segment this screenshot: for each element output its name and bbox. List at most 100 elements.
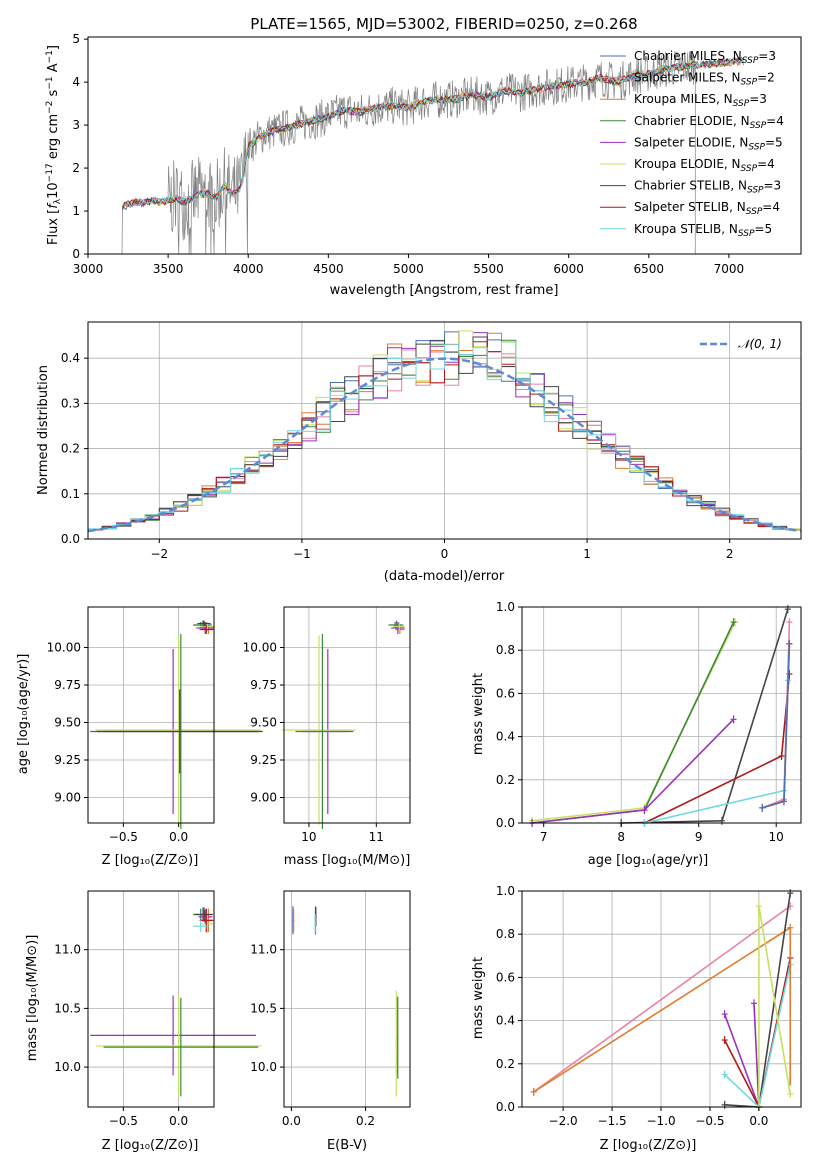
legend-label: Kroupa MILES, NSSP=3 <box>634 92 767 109</box>
spectrum-xtick-label: 5500 <box>473 262 504 276</box>
hist-ytick-label: 0.3 <box>61 396 80 410</box>
hist-xtick-label: 2 <box>726 547 734 561</box>
hist-ylabel: Normed distribution <box>36 365 51 495</box>
massebv-ytick-label: 10.0 <box>250 1060 277 1074</box>
agem-xlabel: mass [log₁₀(M/M⊙)] <box>284 853 411 868</box>
mwz-ytick-label: 0.6 <box>496 970 515 984</box>
mwz-xtick-label: 0.0 <box>749 1114 768 1128</box>
spectrum-legend: Chabrier MILES, NSSP=3 Salpeter MILES, NS… <box>600 49 784 239</box>
massebv-xtick-label: 0.2 <box>356 1114 375 1128</box>
massz-ytick-label: 11.0 <box>54 943 81 957</box>
age-vs-mass-panel: 10 11 9.00 9.25 9.50 9.75 10.00 <box>243 606 411 844</box>
legend-label: Kroupa STELIB, NSSP=5 <box>634 222 772 239</box>
mwage-series-line <box>621 608 789 824</box>
hist-xtick-label: 1 <box>583 547 591 561</box>
spectrum-ytick-label: 3 <box>72 118 80 132</box>
legend-label: Chabrier ELODIE, NSSP=4 <box>634 114 784 131</box>
hist-xtick-label: 0 <box>441 547 449 561</box>
massebv-xtick-label: 0.0 <box>282 1114 301 1128</box>
gaussian-curve <box>87 357 802 533</box>
massz-ylabel: mass [log₁₀(M/M⊙)] <box>25 935 40 1062</box>
mwz-xtick-label: −1.0 <box>646 1114 675 1128</box>
agem-ytick-label: 9.50 <box>250 716 277 730</box>
mwz-xtick-label: −0.5 <box>695 1114 724 1128</box>
model-spectrum-line <box>122 57 744 210</box>
agez-ytick-label: 9.00 <box>54 791 81 805</box>
massz-xtick-label: 0.0 <box>169 1114 188 1128</box>
age-vs-z-panel: −0.5 0.0 9.00 9.25 9.50 9.75 10.00 <box>47 606 263 844</box>
mwage-ytick-label: 1.0 <box>496 600 515 614</box>
spectrum-xtick-label: 3000 <box>73 262 104 276</box>
mwz-xtick-label: −1.5 <box>597 1114 626 1128</box>
massweight-vs-z-panel: −2.0 −1.5 −1.0 −0.5 0.0 0.0 0.2 0.4 0.6 0.8 1.0 <box>496 884 802 1128</box>
hist-yticks: 0.0 0.1 0.2 0.3 0.4 <box>61 351 88 546</box>
mwz-ylabel: mass weight <box>471 957 486 1039</box>
mwz-series-line <box>533 927 791 1093</box>
mwz-ytick-label: 0.2 <box>496 1057 515 1071</box>
hist-ytick-label: 0.1 <box>61 487 80 501</box>
mass-vs-z-panel: −0.5 0.0 10.0 10.5 11.0 <box>54 890 262 1128</box>
mwage-series-line <box>644 680 789 824</box>
spectrum-ylabel: Flux [fλ10−17 erg cm−2 s−1 A−1] <box>45 45 63 245</box>
agez-ytick-label: 9.25 <box>54 753 81 767</box>
hist-xticks: −2 −1 0 1 2 <box>150 539 734 561</box>
spectrum-xtick-label: 6000 <box>553 262 584 276</box>
mwage-ylabel: mass weight <box>471 673 486 755</box>
hist-legend-label: 𝒩(0, 1) <box>738 337 782 351</box>
agem-ytick-label: 10.00 <box>243 641 277 655</box>
legend-label: Chabrier MILES, NSSP=3 <box>634 49 776 66</box>
spectrum-xtick-label: 3500 <box>153 262 184 276</box>
hist-xtick-label: −1 <box>293 547 311 561</box>
agez-xlabel: Z [log₁₀(Z/Z⊙)] <box>102 853 199 868</box>
spectrum-ytick-label: 5 <box>72 32 80 46</box>
mwage-series-line <box>644 673 791 824</box>
hist-ytick-label: 0.4 <box>61 351 80 365</box>
mwz-series-line <box>533 905 791 1093</box>
mwage-ytick-label: 0.2 <box>496 773 515 787</box>
mwz-ytick-label: 0.8 <box>496 927 515 941</box>
massz-ytick-label: 10.5 <box>54 1001 81 1015</box>
mwz-ytick-label: 1.0 <box>496 884 515 898</box>
observed-spectrum <box>121 50 698 255</box>
mwz-xlabel: Z [log₁₀(Z/Z⊙)] <box>600 1138 697 1153</box>
spectrum-ytick-label: 0 <box>72 247 80 261</box>
massz-ytick-label: 10.0 <box>54 1060 81 1074</box>
agez-ytick-label: 9.75 <box>54 678 81 692</box>
mwz-ytick-label: 0.4 <box>496 1014 515 1028</box>
mwz-ytick-label: 0.0 <box>496 1100 515 1114</box>
spectrum-xlabel: wavelength [Angstrom, rest frame] <box>330 283 559 298</box>
mwage-series-line <box>532 621 735 824</box>
spectrum-ytick-label: 1 <box>72 204 80 218</box>
mwage-series-line <box>532 621 736 822</box>
massebv-ytick-label: 10.5 <box>250 1001 277 1015</box>
hist-ytick-label: 0.0 <box>61 532 80 546</box>
agem-ytick-label: 9.00 <box>250 791 277 805</box>
residual-histogram-panel: −2 −1 0 1 2 0.0 0.1 0.2 0.3 0.4 (data-model)/err… <box>36 321 802 584</box>
mwage-ytick-label: 0.6 <box>496 686 515 700</box>
massz-xtick-label: −0.5 <box>109 1114 138 1128</box>
massweight-vs-age-panel: 7 8 9 10 0.0 0.2 0.4 0.6 0.8 1.0 <box>496 600 802 844</box>
massz-xlabel: Z [log₁₀(Z/Z⊙)] <box>102 1138 199 1153</box>
agez-ytick-label: 10.00 <box>47 641 81 655</box>
agem-axes-frame <box>283 606 411 824</box>
hist-step-line <box>88 341 801 531</box>
mwz-xtick-label: −2.0 <box>549 1114 578 1128</box>
spectrum-xtick-label: 4000 <box>233 262 264 276</box>
hist-ytick-label: 0.2 <box>61 442 80 456</box>
massz-axes-frame <box>87 890 215 1108</box>
massebv-axes-frame <box>283 890 411 1108</box>
agez-ylabel: age [log₁₀(age/yr)] <box>16 654 31 775</box>
agem-xtick-label: 10 <box>301 830 316 844</box>
legend-label: Chabrier STELIB, NSSP=3 <box>634 179 781 196</box>
mwage-ytick-label: 0.4 <box>496 730 515 744</box>
mwage-xtick-label: 7 <box>540 830 548 844</box>
agem-ytick-label: 9.75 <box>250 678 277 692</box>
massebv-xlabel: E(B-V) <box>327 1138 367 1153</box>
mwage-xlabel: age [log₁₀(age/yr)] <box>588 853 709 868</box>
mwage-xtick-label: 10 <box>769 830 784 844</box>
mwage-ytick-label: 0.0 <box>496 816 515 830</box>
legend-label: Salpeter ELODIE, NSSP=5 <box>634 135 783 152</box>
figure-title: PLATE=1565, MJD=53002, FIBERID=0250, z=0… <box>250 15 637 33</box>
spectrum-panel: 3000 3500 4000 4500 5000 5500 6000 6500 7000 0 1 2… <box>45 32 802 298</box>
